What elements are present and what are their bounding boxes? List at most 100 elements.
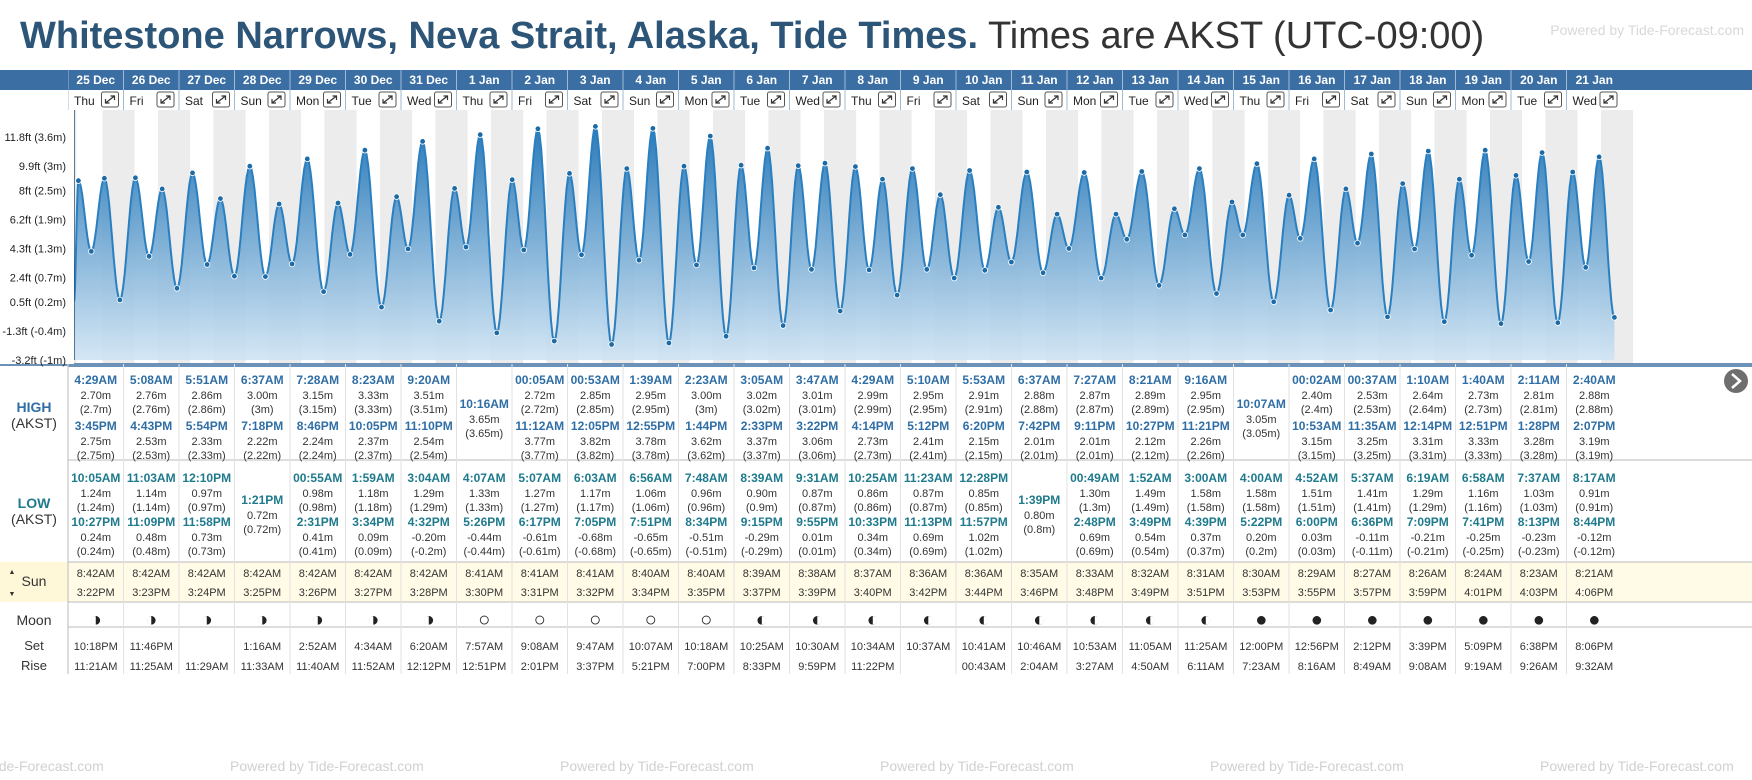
expand-day-button[interactable] <box>656 91 674 108</box>
expand-icon[interactable] <box>992 95 1004 104</box>
y-tick-label: 6.2ft (1.9m) <box>10 214 66 226</box>
expand-icon[interactable] <box>493 95 504 104</box>
expand-day-button[interactable] <box>878 91 896 108</box>
moonset-time: 12:00PM <box>1239 641 1283 653</box>
high-tide-height: 3.37m <box>746 436 777 448</box>
expand-icon[interactable] <box>1159 95 1170 104</box>
high-tide-height-alt: (3.78m) <box>632 450 670 462</box>
expand-day-button[interactable] <box>989 91 1007 108</box>
moon-phase-icon: ● <box>1533 609 1545 631</box>
moon-phase-icon: ○ <box>645 609 657 631</box>
expand-icon[interactable] <box>382 95 393 104</box>
expand-icon[interactable] <box>826 95 837 104</box>
expand-icon[interactable] <box>1436 95 1448 104</box>
expand-day-button[interactable] <box>767 91 785 108</box>
expand-icon[interactable] <box>715 95 726 104</box>
tide-point <box>393 193 400 200</box>
low-row-tz: (AKST) <box>11 511 57 527</box>
low-tide-height-alt: (1.58m) <box>1187 502 1225 514</box>
expand-icon[interactable] <box>1603 95 1614 104</box>
expand-day-button[interactable] <box>711 91 730 108</box>
expand-icon[interactable] <box>1492 95 1503 104</box>
expand-icon[interactable] <box>881 95 893 104</box>
day-column: 19 Jan Mon 1:40AM 2.73m (2.73m) 12:51PM 3.33m (… <box>1455 70 1508 674</box>
expand-day-button[interactable] <box>545 91 563 108</box>
date-label: 16 Jan <box>1298 73 1335 87</box>
weekday-label: Thu <box>463 94 484 108</box>
expand-icon[interactable] <box>104 95 116 104</box>
expand-day-button[interactable] <box>1488 91 1507 108</box>
scroll-right-button[interactable] <box>1724 369 1748 393</box>
scroll-right-circle[interactable] <box>1724 369 1748 393</box>
expand-day-button[interactable] <box>323 91 341 108</box>
high-tide-height-alt: (3.51m) <box>410 404 448 416</box>
low-tide-time: 8:17AM <box>1573 471 1616 485</box>
sunset-time: 3:26PM <box>299 587 337 599</box>
expand-day-button[interactable] <box>1599 91 1618 108</box>
expand-icon[interactable] <box>770 95 782 104</box>
expand-day-button[interactable] <box>1377 91 1396 108</box>
expand-day-button[interactable] <box>156 91 175 108</box>
moonrise-time: 11:52AM <box>352 661 395 673</box>
expand-icon[interactable] <box>1103 95 1115 104</box>
low-tide-time: 5:37AM <box>1351 471 1394 485</box>
expand-day-button[interactable] <box>1322 91 1340 108</box>
expand-icon[interactable] <box>326 95 338 104</box>
moon-phase-icon: ◑ <box>423 609 435 631</box>
expand-icon[interactable] <box>160 95 171 104</box>
expand-day-button[interactable] <box>1266 91 1285 108</box>
tide-point <box>923 266 930 273</box>
low-tide-time: 5:26PM <box>463 515 505 529</box>
expand-icon[interactable] <box>659 95 671 104</box>
chevron-right-icon[interactable] <box>1731 373 1742 389</box>
low-tide-time: 12:10PM <box>182 471 231 485</box>
low-tide-time: 11:57PM <box>960 515 1008 529</box>
tide-point <box>1171 205 1178 212</box>
expand-day-button[interactable] <box>1044 91 1063 108</box>
expand-icon[interactable] <box>437 95 449 104</box>
expand-icon[interactable] <box>1547 95 1559 104</box>
tide-point <box>1411 245 1418 253</box>
expand-day-button[interactable] <box>1211 91 1229 108</box>
low-tide-height: -0.68m <box>578 532 612 544</box>
expand-icon[interactable] <box>271 95 282 104</box>
moonset-time: 9:08AM <box>521 641 559 653</box>
expand-day-button[interactable] <box>101 91 119 108</box>
date-label: 9 Jan <box>913 73 944 87</box>
expand-day-button[interactable] <box>933 91 952 108</box>
high-tide-height: 3.78m <box>635 436 666 448</box>
expand-day-button[interactable] <box>1155 91 1174 108</box>
expand-icon[interactable] <box>1270 95 1281 104</box>
expand-day-button[interactable] <box>822 91 841 108</box>
expand-icon[interactable] <box>937 95 948 104</box>
high-tide-time: 11:21PM <box>1182 419 1230 433</box>
expand-day-button[interactable] <box>1433 91 1451 108</box>
expand-icon[interactable] <box>1325 95 1337 104</box>
expand-icon[interactable] <box>548 95 560 104</box>
expand-day-button[interactable] <box>1544 91 1562 108</box>
expand-day-button[interactable] <box>378 91 397 108</box>
expand-day-button[interactable] <box>489 91 508 108</box>
weekday-label: Tue <box>352 94 373 108</box>
high-tide-height: 2.01m <box>1024 436 1055 448</box>
expand-day-button[interactable] <box>600 91 619 108</box>
date-label: 2 Jan <box>524 73 555 87</box>
expand-day-button[interactable] <box>267 91 286 108</box>
low-tide-time: 3:00AM <box>1184 471 1227 485</box>
expand-icon[interactable] <box>1048 95 1059 104</box>
tide-point <box>88 248 95 255</box>
weekday-label: Sat <box>574 94 593 108</box>
low-tide-time: 9:55PM <box>796 515 838 529</box>
expand-day-button[interactable] <box>434 91 452 108</box>
sunset-time: 3:46PM <box>1020 587 1058 599</box>
expand-icon[interactable] <box>604 95 615 104</box>
moonset-time: 1:16AM <box>243 641 281 653</box>
expand-day-button[interactable] <box>1100 91 1118 108</box>
date-label: 6 Jan <box>746 73 777 87</box>
expand-icon[interactable] <box>215 95 227 104</box>
expand-icon[interactable] <box>1381 95 1392 104</box>
tide-point <box>217 195 224 202</box>
expand-icon[interactable] <box>1214 95 1226 104</box>
sunrise-time: 8:42AM <box>77 568 115 580</box>
expand-day-button[interactable] <box>212 91 230 108</box>
